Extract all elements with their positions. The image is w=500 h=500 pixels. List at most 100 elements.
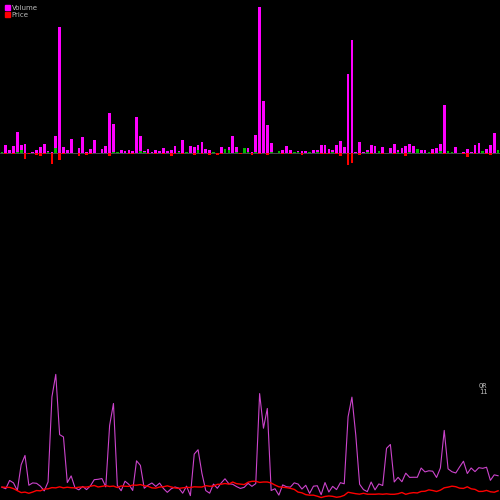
Bar: [112, 124, 115, 154]
Bar: [128, 150, 130, 154]
Bar: [108, 112, 111, 154]
Bar: [254, 152, 257, 154]
Bar: [58, 28, 61, 154]
Bar: [250, 152, 254, 154]
Bar: [8, 150, 11, 154]
Bar: [278, 151, 280, 154]
Bar: [350, 154, 354, 163]
Bar: [274, 152, 276, 154]
Bar: [193, 148, 196, 154]
Bar: [489, 144, 492, 154]
Bar: [378, 151, 380, 154]
Bar: [316, 152, 318, 154]
Bar: [143, 152, 146, 154]
Bar: [116, 152, 118, 154]
Bar: [362, 152, 365, 154]
Bar: [182, 140, 184, 153]
Bar: [370, 144, 372, 154]
Bar: [112, 152, 115, 154]
Bar: [220, 146, 222, 154]
Bar: [443, 106, 446, 154]
Bar: [246, 148, 250, 154]
Bar: [478, 142, 480, 154]
Bar: [46, 152, 50, 154]
Bar: [0, 152, 4, 154]
Bar: [158, 153, 161, 154]
Bar: [262, 101, 265, 154]
Bar: [174, 146, 176, 154]
Bar: [124, 151, 126, 154]
Bar: [150, 152, 154, 154]
Bar: [96, 152, 100, 154]
Bar: [35, 150, 38, 154]
Bar: [474, 145, 476, 154]
Bar: [43, 144, 46, 154]
Bar: [170, 150, 172, 154]
Bar: [96, 153, 100, 154]
Bar: [343, 147, 345, 154]
Bar: [385, 152, 388, 154]
Bar: [143, 152, 146, 154]
Bar: [262, 152, 265, 154]
Bar: [396, 150, 400, 154]
Bar: [439, 144, 442, 154]
Bar: [150, 153, 154, 154]
Bar: [232, 153, 234, 154]
Bar: [339, 142, 342, 154]
Bar: [446, 152, 450, 154]
Bar: [366, 150, 368, 154]
Bar: [170, 154, 172, 156]
Bar: [39, 147, 42, 154]
Bar: [216, 153, 218, 154]
Bar: [154, 150, 157, 154]
Bar: [354, 152, 357, 154]
Bar: [235, 152, 238, 154]
Bar: [54, 136, 57, 154]
Bar: [339, 154, 342, 156]
Bar: [254, 135, 257, 154]
Bar: [428, 152, 430, 154]
Bar: [385, 152, 388, 154]
Bar: [389, 148, 392, 154]
Bar: [308, 152, 311, 154]
Bar: [270, 143, 272, 154]
Bar: [300, 152, 304, 154]
Bar: [446, 151, 450, 154]
Bar: [493, 133, 496, 154]
Bar: [316, 150, 318, 154]
Bar: [20, 144, 22, 154]
Bar: [296, 152, 300, 154]
Bar: [416, 149, 418, 154]
Bar: [346, 74, 350, 154]
Bar: [439, 151, 442, 154]
Bar: [78, 154, 80, 156]
Bar: [282, 150, 284, 154]
Bar: [266, 125, 268, 154]
Bar: [485, 149, 488, 154]
Bar: [412, 146, 415, 154]
Bar: [139, 150, 141, 154]
Bar: [270, 152, 272, 154]
Bar: [70, 138, 72, 154]
Bar: [178, 152, 180, 154]
Bar: [100, 150, 103, 154]
Bar: [346, 154, 350, 166]
Bar: [185, 152, 188, 154]
Bar: [335, 145, 338, 154]
Bar: [320, 145, 322, 154]
Bar: [324, 144, 326, 154]
Bar: [228, 150, 230, 154]
Bar: [243, 148, 246, 154]
Bar: [458, 152, 461, 154]
Bar: [328, 150, 330, 154]
Bar: [296, 151, 300, 154]
Bar: [35, 154, 38, 156]
Bar: [374, 153, 376, 154]
Bar: [450, 152, 454, 154]
Bar: [224, 150, 226, 154]
Bar: [258, 8, 261, 154]
Bar: [462, 152, 465, 154]
Bar: [235, 147, 238, 154]
Bar: [400, 148, 404, 154]
Bar: [496, 150, 500, 154]
